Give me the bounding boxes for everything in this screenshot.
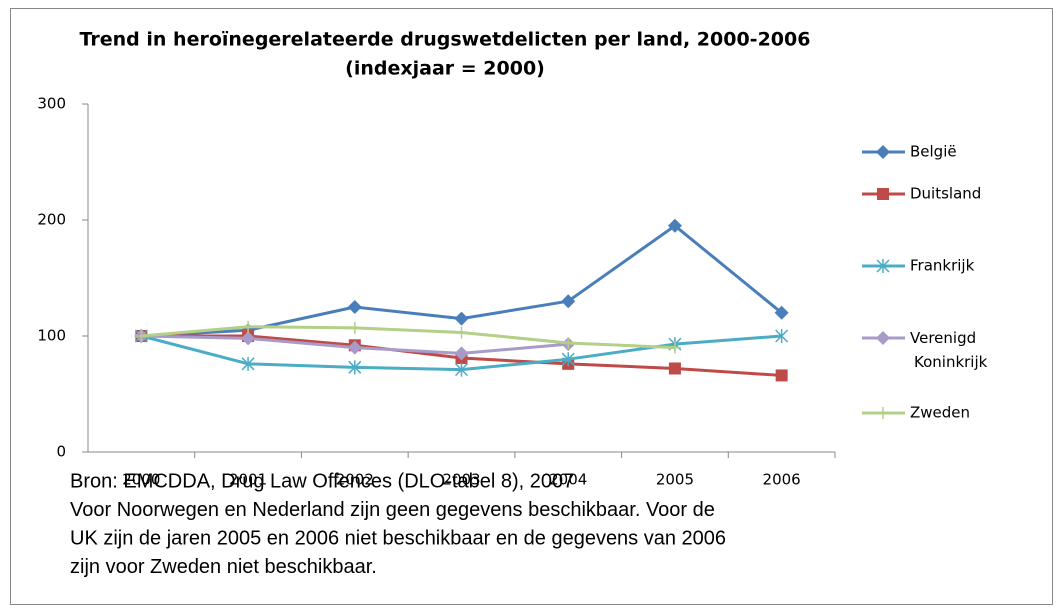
point xyxy=(348,360,362,375)
y-tick-label: 100 xyxy=(37,327,66,345)
point xyxy=(455,326,468,339)
point xyxy=(348,321,361,334)
series-line xyxy=(141,325,675,350)
y-tick-label: 200 xyxy=(37,211,66,229)
point xyxy=(454,362,469,377)
note: UK zijn de jaren 2005 en 2006 niet besch… xyxy=(70,527,726,549)
legend-label: België xyxy=(910,143,957,161)
point xyxy=(561,352,575,367)
chart-title: Trend in heroïnegerelateerde drugswetdel… xyxy=(80,29,811,51)
point xyxy=(877,407,889,419)
point xyxy=(347,340,362,355)
point xyxy=(775,369,788,382)
point xyxy=(454,311,469,326)
x-tick-label: 2006 xyxy=(763,471,801,489)
y-tick-label: 300 xyxy=(37,95,66,113)
note: Bron: EMCDDA, Drug Law Offences (DLO-tab… xyxy=(70,470,574,492)
point xyxy=(241,356,255,371)
x-tick-label: 2004 xyxy=(549,471,587,489)
legend-label: Frankrijk xyxy=(910,257,975,275)
legend-label: Zweden xyxy=(910,404,970,422)
x-tick-label: 2003 xyxy=(442,471,480,489)
note: Voor Noorwegen en Nederland zijn geen ge… xyxy=(70,499,715,521)
y-tick-label: 0 xyxy=(56,443,66,461)
point xyxy=(774,305,789,320)
legend-label: Verenigd Koninkrijk xyxy=(910,329,988,371)
point xyxy=(561,294,576,309)
point xyxy=(667,218,682,233)
x-tick-label: 2000 xyxy=(122,471,160,489)
point xyxy=(454,346,469,361)
point xyxy=(876,259,890,273)
point xyxy=(241,331,256,346)
point xyxy=(562,336,575,349)
point xyxy=(876,145,890,159)
legend-label: Duitsland xyxy=(910,185,981,203)
point xyxy=(876,331,890,345)
point xyxy=(135,330,148,342)
x-tick-label: 2005 xyxy=(656,471,694,489)
point xyxy=(242,320,255,333)
point xyxy=(668,362,681,375)
point xyxy=(347,300,362,314)
point xyxy=(775,329,789,343)
point xyxy=(668,341,681,354)
x-tick-label: 2001 xyxy=(229,471,267,489)
x-tick-label: 2002 xyxy=(336,471,374,489)
point xyxy=(877,188,889,200)
note: zijn voor Zweden niet beschikbaar. xyxy=(70,556,377,578)
chart-subtitle: (indexjaar = 2000) xyxy=(345,58,545,80)
